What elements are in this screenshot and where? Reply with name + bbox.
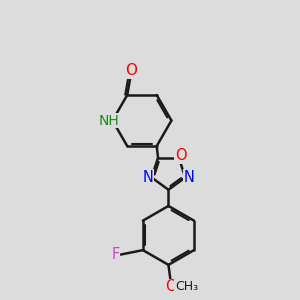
- Text: N: N: [184, 170, 194, 185]
- Text: O: O: [166, 280, 177, 295]
- Text: N: N: [142, 170, 153, 185]
- Text: F: F: [111, 247, 120, 262]
- Text: O: O: [126, 63, 138, 78]
- Text: O: O: [175, 148, 187, 163]
- Text: NH: NH: [99, 113, 120, 128]
- Text: CH₃: CH₃: [175, 280, 198, 293]
